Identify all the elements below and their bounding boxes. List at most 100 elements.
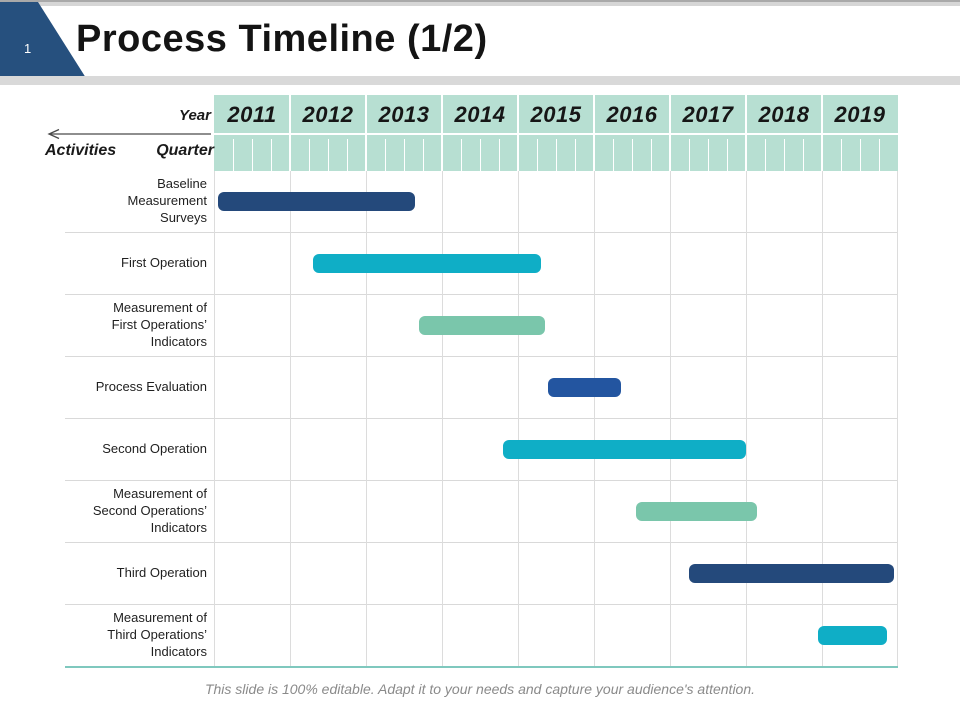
table-row: Measurement of Second Operations’ Indica… [65, 481, 898, 543]
quarter-tick [632, 139, 633, 171]
activity-label-cell: Process Evaluation [65, 357, 214, 418]
slide-number-flag: 1 [0, 2, 86, 78]
slide-number: 1 [24, 41, 31, 56]
quarter-tick [423, 139, 424, 171]
gantt-bar [548, 377, 621, 397]
page-title: Process Timeline (1/2) [76, 18, 488, 60]
timeline-cell [214, 543, 898, 604]
quarter-tick [461, 139, 462, 171]
year-axis-label: Year [179, 107, 211, 124]
quarter-tick [613, 139, 614, 171]
activity-label-cell: First Operation [65, 233, 214, 294]
year-boundary-line [745, 95, 747, 171]
activity-label: First Operation [121, 255, 207, 271]
year-header-2016: 2016 [606, 102, 658, 127]
activity-label-cell: Measurement of Third Operations’ Indicat… [65, 605, 214, 666]
gantt-body: Baseline Measurement Surveys First Operat… [65, 171, 898, 668]
year-boundary-line [516, 95, 519, 171]
quarter-tick [309, 139, 310, 171]
year-header-2017: 2017 [682, 102, 734, 127]
activity-label: Measurement of Second Operations’ Indica… [92, 486, 207, 535]
timeline-cell [214, 357, 898, 418]
title-underline [0, 76, 960, 85]
gantt-header: 2011 2012 2013 2014 2015 2016 2017 2018 2019 [214, 95, 898, 171]
quarter-tick [347, 139, 348, 171]
timeline-cell [214, 295, 898, 356]
gantt-table: 2011 2012 2013 2014 2015 2016 2017 2018 2019 Yea… [45, 95, 898, 668]
quarter-tick [765, 139, 766, 171]
timeline-cell [214, 233, 898, 294]
quarter-tick [537, 139, 538, 171]
quarter-tick [879, 139, 880, 171]
quarter-tick [556, 139, 557, 171]
left-arrow-icon [47, 128, 211, 140]
year-header-2018: 2018 [758, 102, 810, 127]
table-row: Baseline Measurement Surveys [65, 171, 898, 233]
activity-label-cell: Baseline Measurement Surveys [65, 171, 214, 232]
year-row: 2011 2012 2013 2014 2015 2016 2017 2018 2019 [214, 95, 898, 133]
activity-label: Process Evaluation [95, 379, 207, 395]
quarter-tick [271, 139, 272, 171]
activity-label-cell: Measurement of Second Operations’ Indica… [65, 481, 214, 542]
year-boundary-line [593, 95, 595, 171]
quarter-tick [841, 139, 842, 171]
quarter-tick [385, 139, 386, 171]
activity-label: Measurement of Third Operations’ Indicat… [107, 610, 207, 659]
activity-label: Third Operation [116, 565, 207, 581]
quarter-tick [328, 139, 329, 171]
year-boundary-line [288, 95, 291, 171]
year-boundary-line [364, 95, 367, 171]
footer-caption: This slide is 100% editable. Adapt it to… [204, 681, 756, 697]
year-header-2019: 2019 [834, 102, 886, 127]
gantt-bar [312, 253, 541, 273]
quarter-tick [784, 139, 785, 171]
quarter-tick [499, 139, 500, 171]
table-row: Measurement of Third Operations’ Indicat… [65, 605, 898, 666]
activity-label: Second Operation [102, 441, 207, 457]
gantt-bar [502, 439, 746, 459]
activities-axis-label: Activities [45, 142, 117, 159]
year-boundary-line [820, 95, 823, 171]
year-header-2013: 2013 [378, 102, 430, 127]
year-header-2014: 2014 [454, 102, 506, 127]
quarter-tick [860, 139, 861, 171]
quarter-tick [575, 139, 576, 171]
gantt-bar [419, 315, 545, 335]
quarter-tick [232, 139, 234, 171]
year-boundary-line [440, 95, 443, 171]
slide-top-strip [0, 0, 960, 6]
quarter-tick [803, 139, 804, 171]
timeline-cell [214, 605, 898, 666]
year-header-2012: 2012 [302, 102, 354, 127]
gantt-bar [635, 501, 758, 521]
table-row: Second Operation [65, 419, 898, 481]
activity-label: Measurement of First Operations’ Indicat… [111, 300, 207, 349]
gantt-bar [217, 191, 416, 211]
quarter-tick [689, 139, 690, 171]
corner-triangle [0, 2, 86, 78]
activity-label-cell: Second Operation [65, 419, 214, 480]
quarter-tick [651, 139, 652, 171]
activity-label-cell: Measurement of First Operations’ Indicat… [65, 295, 214, 356]
table-row: Measurement of First Operations’ Indicat… [65, 295, 898, 357]
quarter-tick [404, 139, 405, 171]
activity-label: Baseline Measurement Surveys [127, 176, 207, 225]
quarter-axis-label: Quarter [156, 142, 214, 159]
table-row: Third Operation [65, 543, 898, 605]
gantt-bar [689, 563, 895, 583]
year-boundary-line [668, 95, 671, 171]
activity-label-cell: Third Operation [65, 543, 214, 604]
year-header-2011: 2011 [227, 102, 277, 127]
year-quarter-divider [214, 133, 898, 135]
table-row: Process Evaluation [65, 357, 898, 419]
year-header-2015: 2015 [530, 102, 582, 127]
timeline-cell [214, 481, 898, 542]
gantt-bar [818, 625, 887, 645]
axis-labels: Year Activities Quarter [45, 107, 214, 160]
quarter-tick [251, 139, 253, 171]
timeline-cell [214, 419, 898, 480]
quarter-tick [708, 139, 709, 171]
table-row: First Operation [65, 233, 898, 295]
quarter-tick [727, 139, 728, 171]
timeline-cell [214, 171, 898, 232]
